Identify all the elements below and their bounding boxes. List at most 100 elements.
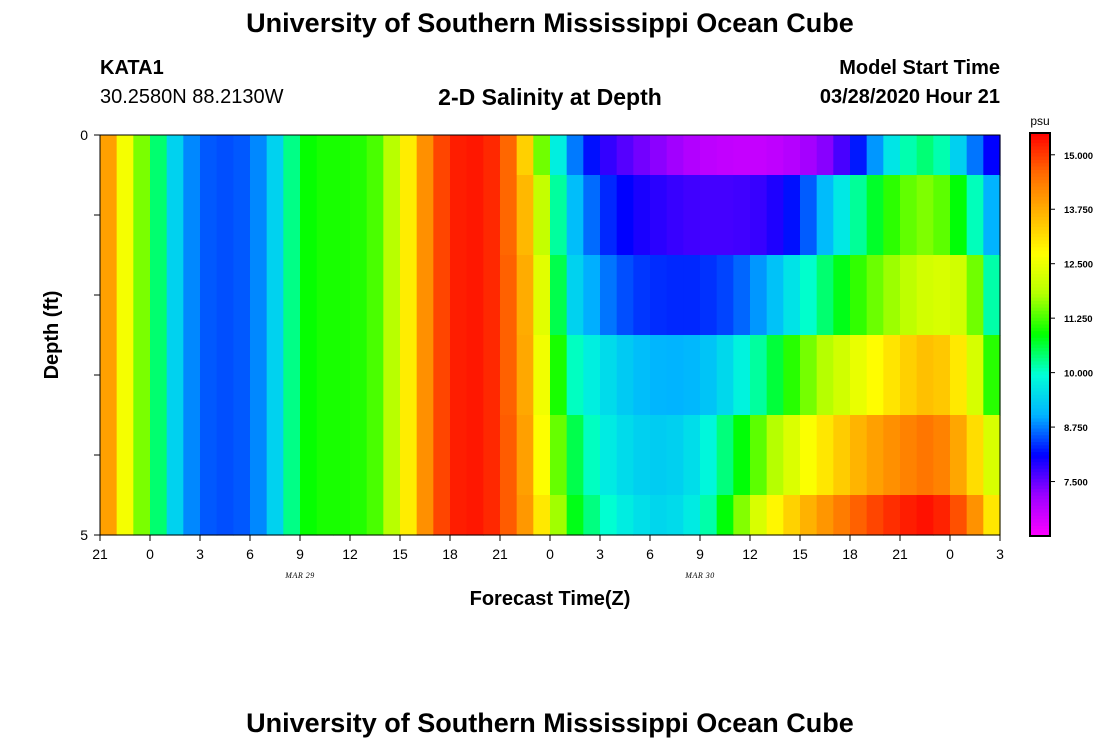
colorbar-swatch bbox=[1030, 492, 1050, 497]
colorbar-swatch bbox=[1030, 173, 1050, 178]
heatmap-cell bbox=[266, 495, 284, 536]
heatmap-cell bbox=[533, 335, 551, 416]
colorbar-swatch bbox=[1030, 280, 1050, 285]
heatmap-cell bbox=[650, 255, 668, 336]
heatmap-cell bbox=[600, 255, 618, 336]
heatmap-cell bbox=[366, 415, 384, 496]
heatmap-cell bbox=[800, 255, 818, 336]
heatmap-cell bbox=[866, 175, 884, 256]
heatmap-cell bbox=[583, 495, 601, 536]
heatmap-cell bbox=[150, 135, 168, 176]
colorbar-swatch bbox=[1030, 227, 1050, 231]
heatmap-cell bbox=[450, 335, 468, 416]
heatmap-cell bbox=[400, 415, 418, 496]
heatmap-cell bbox=[116, 335, 134, 416]
colorbar-swatch bbox=[1030, 522, 1050, 527]
heatmap-cell bbox=[683, 175, 701, 256]
heatmap-cell bbox=[116, 255, 134, 336]
heatmap-cell bbox=[966, 135, 984, 176]
heatmap-cell bbox=[166, 495, 184, 536]
heatmap-cell bbox=[200, 495, 218, 536]
colorbar-swatch bbox=[1030, 317, 1050, 322]
heatmap-cell bbox=[416, 255, 434, 336]
heatmap-cell bbox=[633, 135, 651, 176]
plot-title: 2-D Salinity at Depth bbox=[438, 84, 662, 110]
heatmap-cell bbox=[866, 335, 884, 416]
colorbar-swatch bbox=[1030, 260, 1050, 265]
heatmap-cell bbox=[516, 175, 534, 256]
heatmap-cell bbox=[733, 415, 751, 496]
heatmap-cell bbox=[983, 415, 1001, 496]
heatmap-cell bbox=[983, 135, 1001, 176]
x-tick-label: 6 bbox=[246, 546, 254, 562]
heatmap-cell bbox=[700, 135, 718, 176]
heatmap-cell bbox=[200, 335, 218, 416]
heatmap-cell bbox=[783, 255, 801, 336]
heatmap-cell bbox=[400, 495, 418, 536]
colorbar-swatch bbox=[1030, 384, 1050, 389]
heatmap-cell bbox=[200, 415, 218, 496]
colorbar-swatch bbox=[1030, 270, 1050, 275]
y-axis-label: Depth (ft) bbox=[41, 291, 63, 380]
heatmap-cell bbox=[550, 335, 568, 416]
heatmap-cell bbox=[283, 335, 301, 416]
colorbar-swatch bbox=[1030, 297, 1050, 302]
heatmap-cell bbox=[116, 175, 134, 256]
colorbar-swatch bbox=[1030, 146, 1050, 151]
colorbar-swatch bbox=[1030, 435, 1050, 440]
colorbar-swatch bbox=[1030, 354, 1050, 359]
heatmap-cell bbox=[766, 135, 784, 176]
heatmap-cell bbox=[300, 175, 318, 256]
colorbar-swatch bbox=[1030, 324, 1050, 329]
heatmap-cell bbox=[600, 135, 618, 176]
colorbar-swatch bbox=[1030, 253, 1050, 258]
heatmap-cell bbox=[216, 175, 234, 256]
x-tick-label: 0 bbox=[546, 546, 554, 562]
heatmap-cell bbox=[833, 175, 851, 256]
heatmap-cell bbox=[666, 335, 684, 416]
heatmap-cell bbox=[300, 255, 318, 336]
heatmap-cell bbox=[700, 495, 718, 536]
colorbar-swatch bbox=[1030, 136, 1050, 141]
heatmap-cell bbox=[266, 135, 284, 176]
heatmap-cell bbox=[316, 495, 334, 536]
heatmap-cell bbox=[183, 415, 201, 496]
heatmap-cell bbox=[450, 495, 468, 536]
heatmap-cell bbox=[566, 415, 584, 496]
colorbar-swatch bbox=[1030, 499, 1050, 504]
heatmap-cell bbox=[500, 135, 518, 176]
heatmap-cell bbox=[733, 255, 751, 336]
heatmap-cell bbox=[933, 335, 951, 416]
colorbar-swatch bbox=[1030, 240, 1050, 245]
heatmap-cell bbox=[166, 135, 184, 176]
heatmap-cell bbox=[816, 415, 834, 496]
colorbar-swatch bbox=[1030, 445, 1050, 450]
heatmap-cell bbox=[166, 335, 184, 416]
colorbar-swatch bbox=[1030, 213, 1050, 218]
heatmap-cell bbox=[816, 255, 834, 336]
heatmap-cell bbox=[783, 175, 801, 256]
heatmap-cell bbox=[400, 135, 418, 176]
colorbar-swatch bbox=[1030, 223, 1050, 228]
heatmap-cell bbox=[266, 415, 284, 496]
heatmap-cell bbox=[466, 495, 484, 536]
heatmap-cell bbox=[250, 135, 268, 176]
colorbar-swatch bbox=[1030, 378, 1050, 383]
colorbar-swatch bbox=[1030, 438, 1050, 443]
heatmap-cell bbox=[983, 255, 1001, 336]
y-tick-label: 5 bbox=[80, 527, 88, 543]
heatmap-cell bbox=[950, 335, 968, 416]
heatmap-cell bbox=[983, 335, 1001, 416]
heatmap-cell bbox=[383, 335, 401, 416]
colorbar-swatch bbox=[1030, 139, 1050, 144]
heatmap-cell bbox=[350, 255, 368, 336]
colorbar-swatch bbox=[1030, 441, 1050, 446]
heatmap-cell bbox=[500, 415, 518, 496]
heatmap-cell bbox=[116, 415, 134, 496]
heatmap-cell bbox=[216, 415, 234, 496]
heatmap-cell bbox=[183, 135, 201, 176]
y-tick-label: 0 bbox=[80, 127, 88, 143]
colorbar-swatch bbox=[1030, 314, 1050, 319]
colorbar-swatch bbox=[1030, 344, 1050, 349]
heatmap-cell bbox=[533, 135, 551, 176]
